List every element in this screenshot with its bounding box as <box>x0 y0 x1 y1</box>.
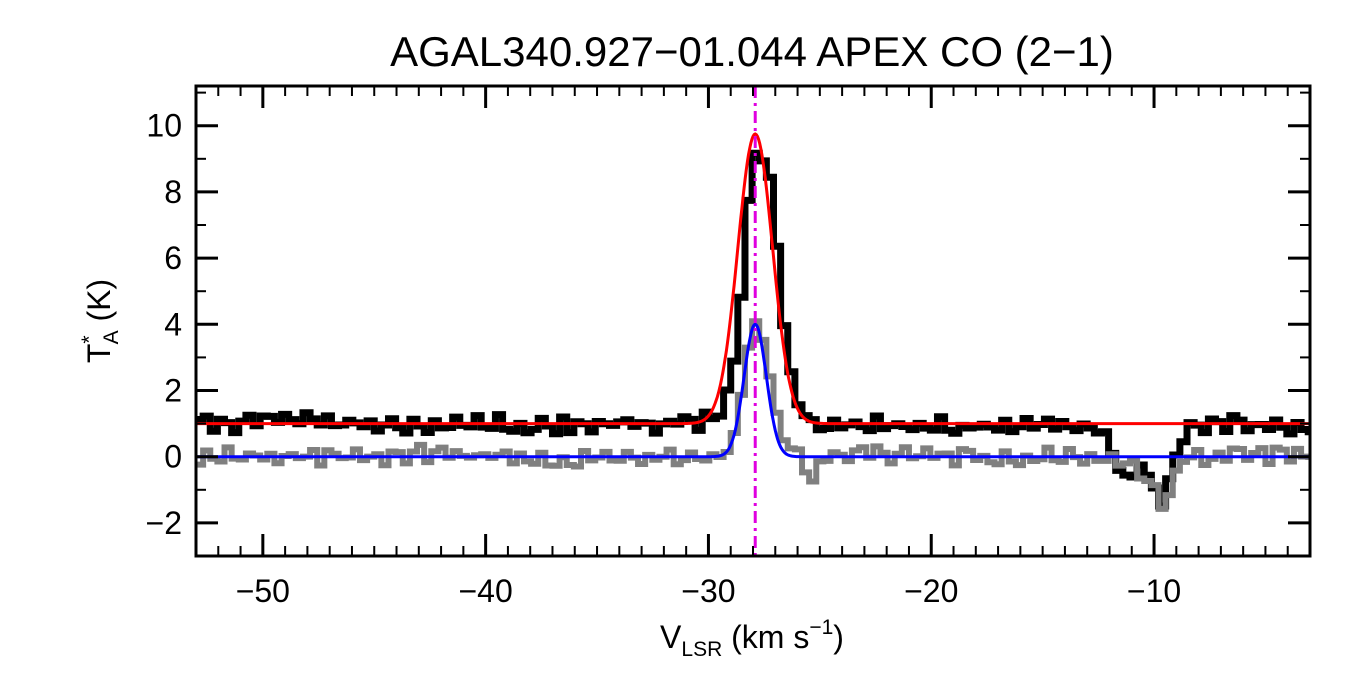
x-tick-label: −30 <box>681 573 735 609</box>
y-tick-label: −2 <box>146 505 182 541</box>
y-tick-label: 6 <box>164 240 182 276</box>
y-tick-label: 8 <box>164 174 182 210</box>
y-tick-label: 10 <box>146 108 182 144</box>
x-axis-label: VLSR (km s−1) <box>660 616 844 661</box>
y-tick-label: 0 <box>164 439 182 475</box>
x-tick-label: −10 <box>1127 573 1181 609</box>
gaussian-fit-2 <box>196 132 1310 426</box>
x-tick-label: −50 <box>236 573 290 609</box>
y-tick-label: 2 <box>164 373 182 409</box>
x-tick-label: −20 <box>904 573 958 609</box>
x-tick-label: −40 <box>458 573 512 609</box>
chart-title: AGAL340.927−01.044 APEX CO (2−1) <box>390 28 1114 75</box>
gaussian-fit-3 <box>196 322 1310 459</box>
y-tick-label: 4 <box>164 306 182 342</box>
y-axis-label: T*A (K) <box>78 279 123 363</box>
